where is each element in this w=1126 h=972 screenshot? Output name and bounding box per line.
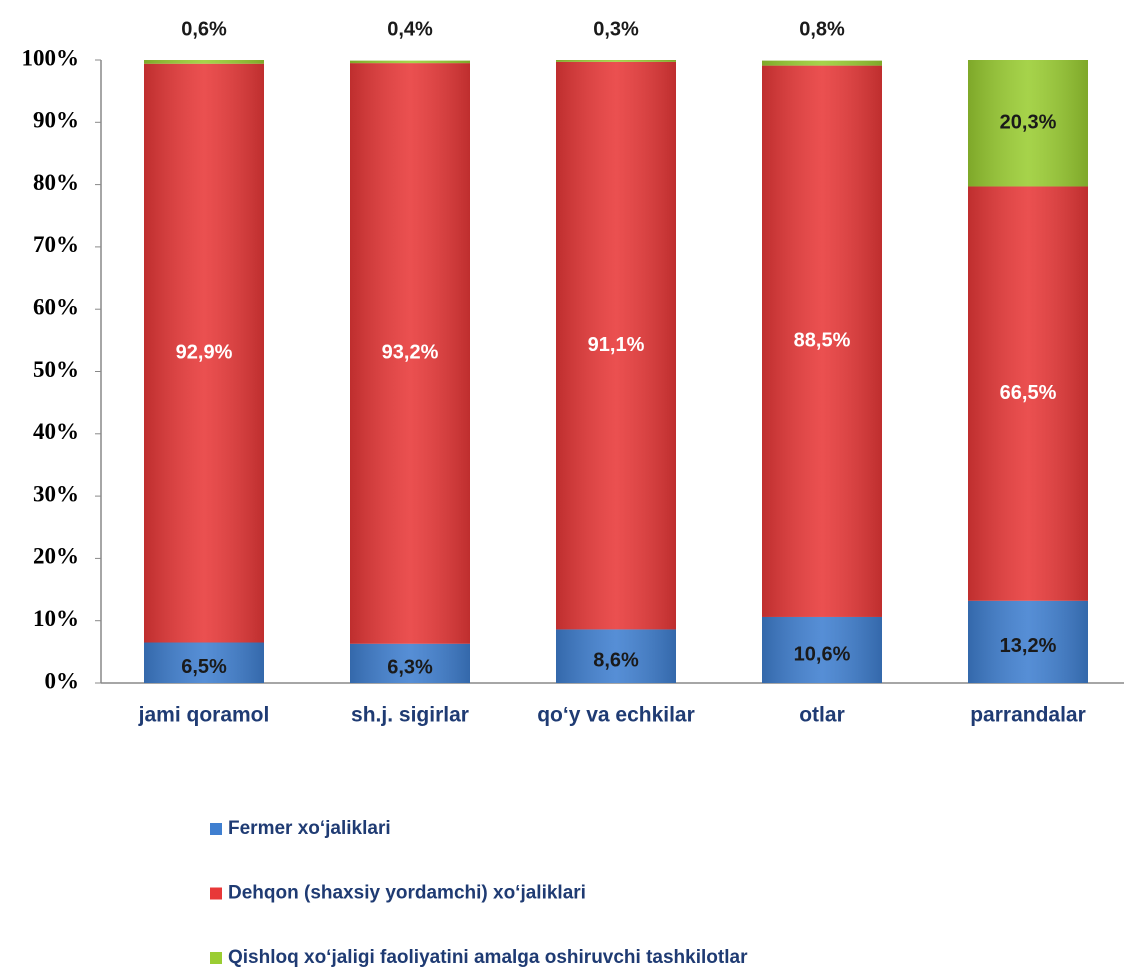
legend-swatch: [210, 823, 222, 835]
legend-label: Fermer xo‘jaliklari: [228, 818, 391, 839]
x-tick-label: otlar: [799, 704, 845, 727]
bar-shade: [968, 60, 1088, 187]
legend-swatch: [210, 952, 222, 964]
value-label: 10,6%: [794, 643, 851, 665]
y-tick-label: 50%: [33, 357, 79, 382]
value-label: 6,3%: [387, 657, 433, 679]
y-tick-label: 40%: [33, 419, 79, 444]
bar-shade: [762, 65, 882, 617]
value-label: 0,4%: [387, 18, 433, 40]
bar-shade: [556, 60, 676, 62]
bar-shade: [762, 616, 882, 683]
value-label: 0,6%: [181, 18, 227, 40]
bar-shade: [350, 643, 470, 683]
legend-label: Dehqon (shaxsiy yordamchi) xo‘jaliklari: [228, 883, 586, 904]
y-tick-label: 30%: [33, 481, 79, 506]
value-label: 93,2%: [382, 342, 439, 364]
bar-shade: [556, 629, 676, 683]
bar-shade: [144, 63, 264, 643]
value-label: 88,5%: [794, 330, 851, 352]
bar-shade: [350, 60, 470, 64]
y-tick-label: 0%: [45, 668, 80, 693]
y-tick-label: 60%: [33, 294, 79, 319]
value-label: 66,5%: [1000, 382, 1057, 404]
bar-shade: [350, 63, 470, 644]
y-tick-label: 100%: [22, 45, 80, 70]
legend-label: Qishloq xo‘jaligi faoliyatini amalga osh…: [228, 947, 748, 968]
x-tick-label: jami qoramol: [138, 704, 270, 727]
x-tick-label: qo‘y va echkilar: [537, 704, 695, 727]
y-tick-label: 20%: [33, 544, 79, 569]
y-tick-label: 80%: [33, 170, 79, 195]
bar-shade: [968, 600, 1088, 683]
bar-shade: [144, 60, 264, 64]
value-label: 0,8%: [799, 18, 845, 40]
bar-shade: [144, 642, 264, 683]
value-label: 91,1%: [588, 334, 645, 356]
y-tick-label: 90%: [33, 108, 79, 133]
value-label: 20,3%: [1000, 112, 1057, 134]
x-tick-label: parrandalar: [970, 704, 1086, 727]
value-label: 8,6%: [593, 649, 639, 671]
bar-shade: [968, 186, 1088, 601]
value-label: 6,5%: [181, 656, 227, 678]
value-label: 92,9%: [176, 341, 233, 363]
y-tick-label: 10%: [33, 606, 79, 631]
bar-shade: [556, 61, 676, 630]
x-tick-label: sh.j. sigirlar: [351, 704, 469, 727]
legend-swatch: [210, 887, 222, 900]
bar-shade: [762, 60, 882, 66]
value-label: 13,2%: [1000, 635, 1057, 657]
y-tick-label: 70%: [33, 232, 79, 257]
value-label: 0,3%: [593, 18, 639, 40]
